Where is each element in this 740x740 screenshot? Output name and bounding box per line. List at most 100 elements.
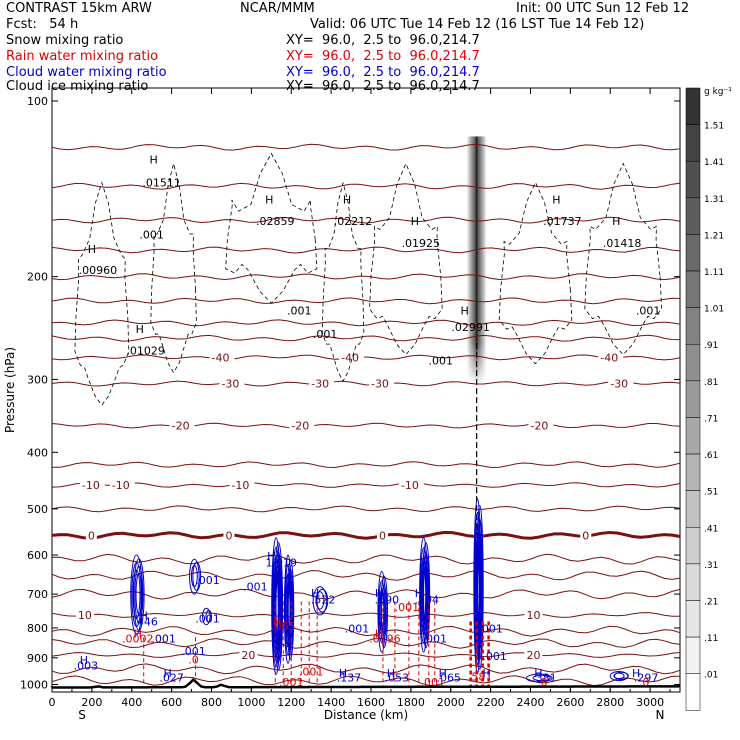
- cloud-water-label: H: [140, 610, 148, 623]
- temperature-label-bg: [289, 420, 315, 432]
- x-tick-label: 2000: [437, 696, 465, 709]
- cloud-water-contour: [421, 542, 431, 649]
- cloud-water-label: H: [339, 667, 347, 680]
- rain-label: .001: [279, 676, 304, 689]
- cloud-water-contour: [378, 580, 386, 644]
- cloud-ice-label: H: [88, 243, 96, 256]
- cloud-water-label: H: [439, 667, 447, 680]
- cloud-ice-label: H: [136, 323, 144, 336]
- temperature-contour--30: [51, 380, 681, 387]
- cloud-water-label: .297: [634, 671, 659, 684]
- temperature-contour: [51, 588, 681, 600]
- x-tick-label: 3000: [636, 696, 664, 709]
- center-name: NCAR/MMM: [240, 1, 315, 16]
- x-tick-label: 400: [121, 696, 142, 709]
- temperature-contour: [51, 182, 681, 190]
- init-time: Init: 00 UTC Sun 12 Feb 12: [516, 1, 690, 16]
- cloud-ice-label: .001: [139, 228, 164, 241]
- y-tick-label: 300: [27, 373, 48, 386]
- colorbar-tick-label: 1.41: [704, 158, 724, 168]
- x-tick-label: 200: [81, 696, 102, 709]
- cloud-ice-label: .01029: [126, 345, 165, 358]
- cloud-water-contour: [609, 671, 629, 682]
- colorbar-swatch: [685, 234, 701, 272]
- cloud-water-label: .001: [181, 645, 206, 658]
- temperature-label-bg: [85, 530, 97, 542]
- cloud-water-contour: [287, 568, 294, 651]
- colorbar-tick-label: .71: [704, 414, 718, 424]
- cloud-ice-label: .01737: [543, 215, 582, 228]
- cloud-ice-label: .01925: [402, 237, 441, 250]
- temperature-label-bg: [368, 378, 394, 390]
- temperature-contour: [51, 663, 681, 675]
- cloud-water-label: .053: [385, 671, 410, 684]
- cloud-water-label: H: [632, 667, 640, 680]
- temperature-contour-10: [51, 611, 681, 618]
- colorbar-tick-label: .11: [704, 634, 718, 644]
- cloud-ice-label: .001: [429, 355, 454, 368]
- colorbar-swatch: [685, 417, 701, 455]
- y-tick-label: 700: [27, 588, 48, 601]
- temperature-contour-label: -30: [311, 378, 329, 391]
- temperature-contour-label: -30: [221, 378, 239, 391]
- cloud-ice-label: H: [265, 194, 273, 207]
- terrain-line: [50, 678, 681, 689]
- y-axis-label: Pressure (hPa): [3, 347, 17, 433]
- x-tick-label: 600: [161, 696, 182, 709]
- field-snow-xy: XY= 96.0, 2.5 to 96.0,214.7: [286, 33, 480, 48]
- temperature-contour: [51, 553, 681, 565]
- colorbar-swatch: [685, 453, 701, 491]
- field-cloud-ice-name: Cloud ice mixing ratio: [6, 79, 149, 94]
- temperature-contour: [51, 273, 681, 281]
- colorbar-tick-label: .61: [704, 451, 718, 461]
- temperature-contour-label: -30: [371, 378, 389, 391]
- rain-label: H: [375, 627, 383, 640]
- temperature-contour-label: -10: [231, 479, 249, 492]
- cloud-water-label: .137: [337, 671, 362, 684]
- cloud-water-contour: [133, 558, 145, 631]
- cloud-ice-contour: [369, 162, 443, 356]
- cloud-water-label: .504: [415, 593, 440, 606]
- cloud-ice-label: H: [461, 304, 469, 317]
- colorbar-tick-label: .21: [704, 597, 718, 607]
- x-tick-label: 800: [201, 696, 222, 709]
- rain-label: .001: [395, 601, 420, 614]
- temperature-contour-label: 10: [526, 609, 540, 622]
- cloud-water-contour: [132, 569, 141, 620]
- cloud-ice-contour: [584, 162, 663, 356]
- cloud-ice-label: H: [612, 215, 620, 228]
- temperature-label-bg: [109, 479, 135, 491]
- cloud-water-contour: [475, 548, 480, 635]
- temperature-label-bg: [528, 420, 554, 432]
- colorbar-swatch: [685, 343, 701, 382]
- cloud-water-contour: [275, 570, 282, 646]
- colorbar-swatch: [685, 636, 701, 674]
- cloud-ice-label: H: [411, 215, 419, 228]
- temperature-label-bg: [75, 609, 94, 621]
- temperature-label-bg: [309, 378, 335, 390]
- cloud-water-label: .001: [195, 574, 220, 587]
- cloud-ice-label: .00960: [79, 264, 118, 277]
- temperature-contour-label: -40: [211, 351, 229, 364]
- temperature-contour-label: 10: [78, 609, 92, 622]
- x-tick-label: 1800: [397, 696, 425, 709]
- cloud-water-label: .001: [195, 613, 220, 626]
- cloud-ice-label: .02859: [256, 215, 295, 228]
- cloud-water-contour: [271, 546, 281, 667]
- x-end-label-right: N: [656, 708, 665, 722]
- temperature-contour-label: -40: [600, 351, 618, 364]
- cloud-ice-label: .001: [636, 304, 661, 317]
- cloud-water-label: H: [311, 587, 319, 600]
- cloud-water-label: .001: [243, 580, 268, 593]
- plot-frame: [51, 87, 681, 693]
- colorbar-swatch: [685, 87, 701, 125]
- cloud-ice-label: .001: [313, 328, 338, 341]
- rain-label: .0196: [369, 633, 401, 646]
- cloud-water-contour: [381, 584, 388, 639]
- y-tick-label: 900: [27, 652, 48, 665]
- temperature-contour: [51, 143, 681, 151]
- y-tick-label: 100: [27, 95, 48, 108]
- temperature-contour: [51, 569, 681, 581]
- cloud-water-contour: [532, 674, 551, 682]
